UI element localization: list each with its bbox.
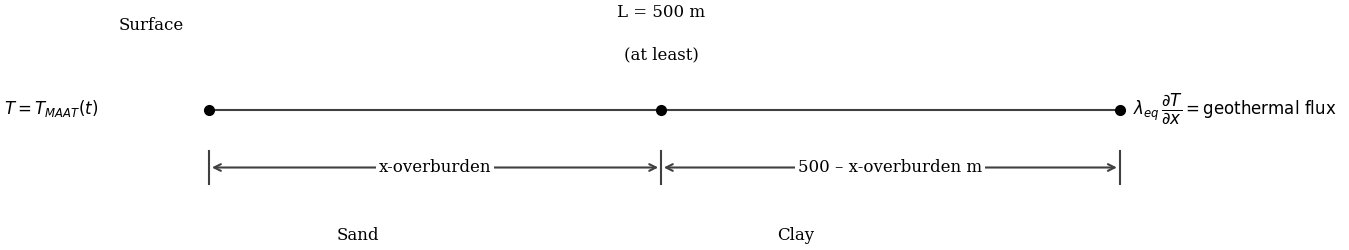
Text: 500 – x-overburden m: 500 – x-overburden m [799, 159, 982, 176]
Text: (at least): (at least) [623, 46, 699, 64]
Text: L = 500 m: L = 500 m [616, 4, 706, 21]
Text: $T = T_{\mathit{MAAT}}\left(t\right)$: $T = T_{\mathit{MAAT}}\left(t\right)$ [4, 98, 98, 119]
Text: Sand: Sand [336, 226, 379, 244]
Text: Clay: Clay [777, 226, 815, 244]
Text: Surface: Surface [119, 16, 183, 34]
Text: $\lambda_{eq}\,\dfrac{\partial T}{\partial x} = \mathrm{geothermal\ flux}$: $\lambda_{eq}\,\dfrac{\partial T}{\parti… [1133, 92, 1337, 126]
Text: x-overburden: x-overburden [379, 159, 491, 176]
